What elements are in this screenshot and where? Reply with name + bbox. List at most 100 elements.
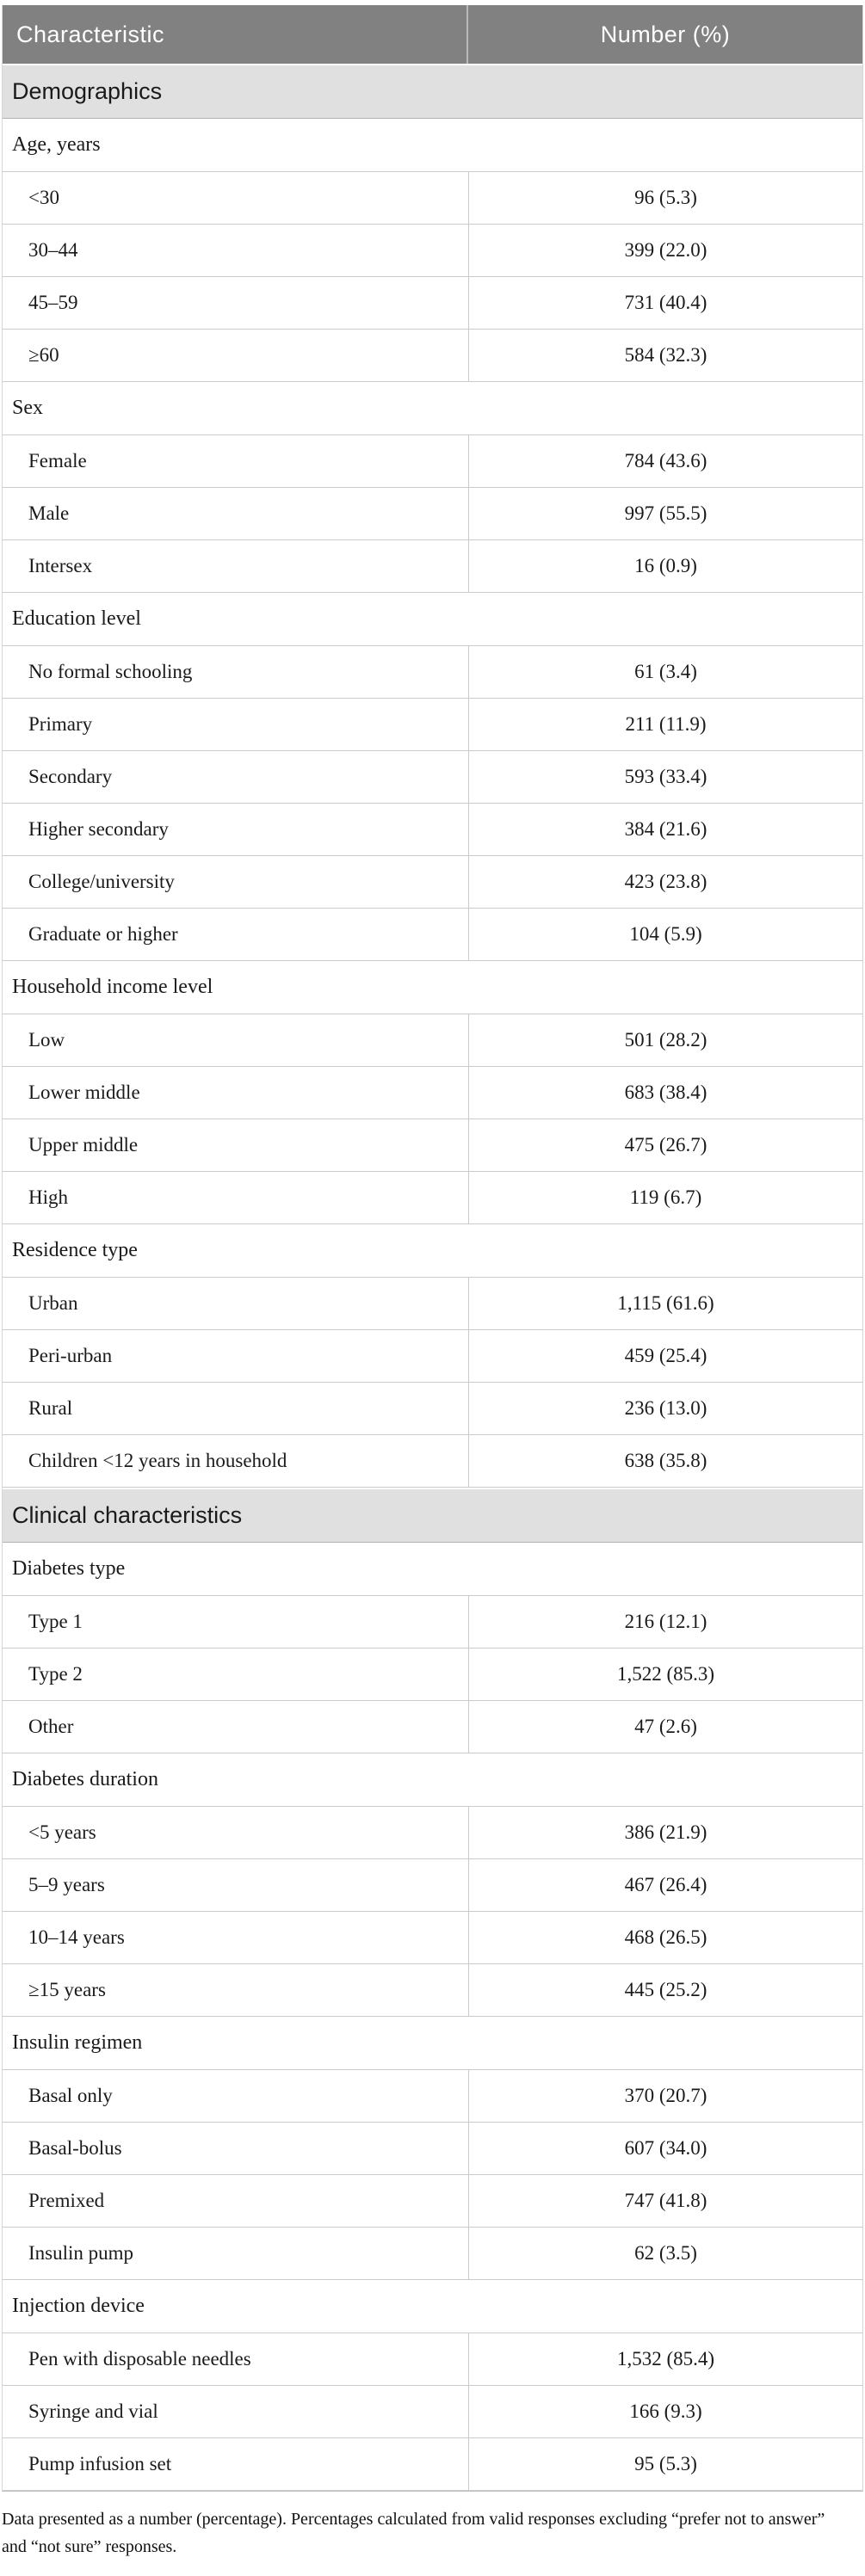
table-row: Other 47 (2.6) xyxy=(3,1701,862,1753)
table-row: Peri-urban 459 (25.4) xyxy=(3,1330,862,1383)
row-value: 593 (33.4) xyxy=(624,766,707,787)
row-label: Syringe and vial xyxy=(3,2386,469,2437)
row-value: 1,522 (85.3) xyxy=(616,1663,715,1685)
table-row: 5–9 years 467 (26.4) xyxy=(3,1859,862,1912)
row-value: 445 (25.2) xyxy=(624,1979,707,2000)
group-header-row: Sex xyxy=(3,382,862,435)
row-label: Higher secondary xyxy=(3,804,469,855)
row-label: High xyxy=(3,1172,469,1223)
row-value: 638 (35.8) xyxy=(624,1450,707,1471)
table-row: Premixed 747 (41.8) xyxy=(3,2175,862,2228)
table-row: <30 96 (5.3) xyxy=(3,172,862,225)
row-value: 47 (2.6) xyxy=(634,1716,697,1737)
row-label: Pump infusion set xyxy=(3,2438,469,2490)
table-row: Rural 236 (13.0) xyxy=(3,1383,862,1435)
table-row: No formal schooling 61 (3.4) xyxy=(3,646,862,699)
section-title: Clinical characteristics xyxy=(12,1502,243,1528)
group-header-row: Injection device xyxy=(3,2280,862,2333)
group-header-row: Insulin regimen xyxy=(3,2017,862,2070)
row-value: 501 (28.2) xyxy=(624,1029,707,1051)
row-value: 607 (34.0) xyxy=(624,2137,707,2159)
row-label: Lower middle xyxy=(3,1067,469,1119)
group-label: Sex xyxy=(12,397,43,419)
group-label: Age, years xyxy=(12,133,101,156)
row-value: 370 (20.7) xyxy=(624,2085,707,2106)
row-value: 166 (9.3) xyxy=(629,2400,702,2422)
group-label: Residence type xyxy=(12,1239,138,1261)
row-label: Secondary xyxy=(3,751,469,803)
table-row: Urban 1,115 (61.6) xyxy=(3,1278,862,1330)
table-footnote: Data presented as a number (percentage).… xyxy=(2,2510,825,2557)
row-value: 211 (11.9) xyxy=(625,713,707,735)
row-value: 997 (55.5) xyxy=(624,502,707,524)
row-value: 1,115 (61.6) xyxy=(617,1292,714,1314)
row-value: 1,532 (85.4) xyxy=(616,2348,715,2370)
group-label: Injection device xyxy=(12,2295,145,2317)
table-row: Graduate or higher 104 (5.9) xyxy=(3,909,862,961)
row-value: 384 (21.6) xyxy=(624,818,707,840)
row-value: 468 (26.5) xyxy=(624,1926,707,1948)
row-value: 16 (0.9) xyxy=(634,555,697,576)
table-row: Children <12 years in household 638 (35.… xyxy=(3,1435,862,1488)
table-row: Type 2 1,522 (85.3) xyxy=(3,1649,862,1701)
row-value: 386 (21.9) xyxy=(624,1821,707,1843)
row-label: ≥60 xyxy=(3,330,469,381)
row-label: 45–59 xyxy=(3,277,469,329)
group-header-row: Diabetes type xyxy=(3,1543,862,1596)
row-label: Type 1 xyxy=(3,1596,469,1648)
table-row: ≥15 years 445 (25.2) xyxy=(3,1964,862,2017)
table-header-row: Characteristic Number (%) xyxy=(3,5,862,64)
row-value: 584 (32.3) xyxy=(624,344,707,366)
group-header-row: Diabetes duration xyxy=(3,1753,862,1807)
row-label: Upper middle xyxy=(3,1119,469,1171)
table-row: High 119 (6.7) xyxy=(3,1172,862,1224)
table-row: 30–44 399 (22.0) xyxy=(3,225,862,277)
row-label: Female xyxy=(3,435,469,487)
row-value: 95 (5.3) xyxy=(634,2453,697,2474)
table-row: Upper middle 475 (26.7) xyxy=(3,1119,862,1172)
row-label: Urban xyxy=(3,1278,469,1329)
table-row: 45–59 731 (40.4) xyxy=(3,277,862,330)
table-row: Primary 211 (11.9) xyxy=(3,699,862,751)
row-value: 731 (40.4) xyxy=(624,292,707,313)
row-label: Peri-urban xyxy=(3,1330,469,1382)
row-label: Premixed xyxy=(3,2175,469,2227)
group-header-row: Education level xyxy=(3,593,862,646)
row-value: 683 (38.4) xyxy=(624,1082,707,1103)
row-value: 119 (6.7) xyxy=(629,1186,702,1208)
section-row: Demographics xyxy=(3,64,862,119)
row-label: <5 years xyxy=(3,1807,469,1858)
row-label: Male xyxy=(3,488,469,539)
table-row: Pump infusion set 95 (5.3) xyxy=(3,2438,862,2491)
header-cell-characteristic: Characteristic xyxy=(3,5,468,64)
group-header-row: Residence type xyxy=(3,1224,862,1278)
characteristics-table: Characteristic Number (%) Demographics A… xyxy=(2,5,863,2492)
row-label: Low xyxy=(3,1014,469,1066)
row-label: No formal schooling xyxy=(3,646,469,698)
table-row: Pen with disposable needles 1,532 (85.4) xyxy=(3,2333,862,2386)
row-label: Basal-bolus xyxy=(3,2123,469,2174)
group-label: Household income level xyxy=(12,976,213,998)
group-label: Insulin regimen xyxy=(12,2031,143,2054)
table-row: Female 784 (43.6) xyxy=(3,435,862,488)
row-label: Graduate or higher xyxy=(3,909,469,960)
table-row: ≥60 584 (32.3) xyxy=(3,330,862,382)
table-body: Demographics Age, years <30 96 (5.3) 30–… xyxy=(3,64,862,2491)
section-row: Clinical characteristics xyxy=(3,1488,862,1543)
row-label: Insulin pump xyxy=(3,2228,469,2279)
table-row: Insulin pump 62 (3.5) xyxy=(3,2228,862,2280)
group-label: Diabetes type xyxy=(12,1557,126,1580)
row-label: Basal only xyxy=(3,2070,469,2122)
table-row: Low 501 (28.2) xyxy=(3,1014,862,1067)
row-value: 475 (26.7) xyxy=(624,1134,707,1156)
table-row: Basal-bolus 607 (34.0) xyxy=(3,2123,862,2175)
table-row: Higher secondary 384 (21.6) xyxy=(3,804,862,856)
table-row: Male 997 (55.5) xyxy=(3,488,862,540)
row-label: ≥15 years xyxy=(3,1964,469,2016)
row-label: 30–44 xyxy=(3,225,469,276)
section-title: Demographics xyxy=(12,78,163,104)
row-label: Type 2 xyxy=(3,1649,469,1700)
row-label: Primary xyxy=(3,699,469,750)
row-label: Rural xyxy=(3,1383,469,1434)
table-row: 10–14 years 468 (26.5) xyxy=(3,1912,862,1964)
